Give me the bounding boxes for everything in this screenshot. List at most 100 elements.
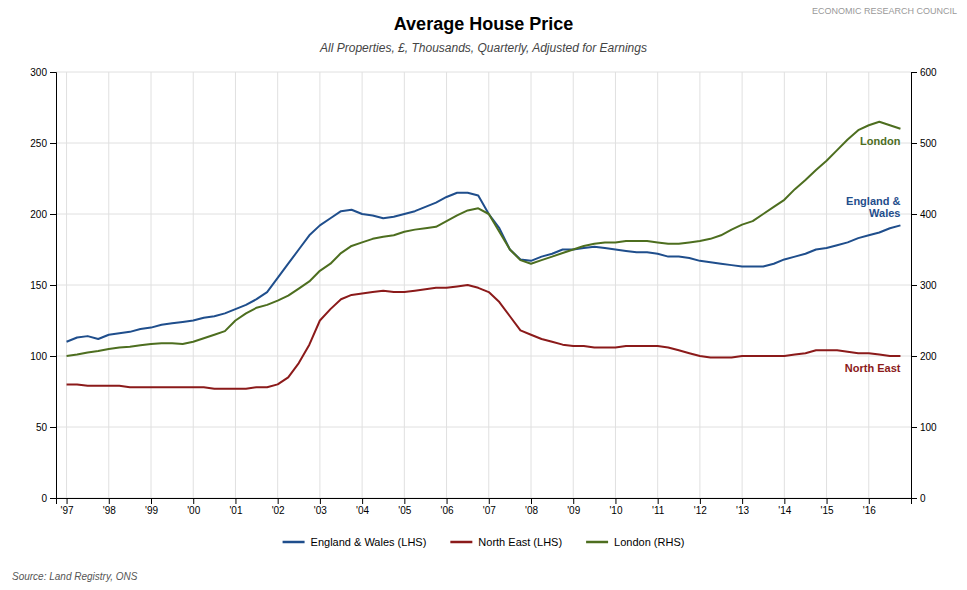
grid-line-y <box>56 427 911 428</box>
grid-line-x <box>573 72 574 498</box>
x-tick-label: '12 <box>694 505 707 516</box>
x-tick-label: '09 <box>567 505 580 516</box>
grid-line-y <box>56 143 911 144</box>
y2-tick-mark <box>911 498 917 499</box>
series-line <box>67 193 901 342</box>
x-tick: '11 <box>652 498 665 516</box>
y-tick-label: 50 <box>36 422 48 433</box>
x-tick-mark <box>278 498 279 504</box>
x-tick-label: '03 <box>314 505 327 516</box>
y2-tick: 200 <box>911 351 937 362</box>
x-tick: '06 <box>441 498 454 516</box>
annotation: North East <box>845 362 901 374</box>
grid-line-x <box>235 72 236 498</box>
x-tick-label: '00 <box>187 505 200 516</box>
x-tick-mark <box>109 498 110 504</box>
x-tick: '16 <box>863 498 876 516</box>
y2-tick-mark <box>911 356 917 357</box>
grid-line-x <box>615 72 616 498</box>
legend-label: London (RHS) <box>614 536 684 548</box>
y2-tick: 600 <box>911 67 937 78</box>
grid-line-y <box>56 72 911 73</box>
y2-tick: 100 <box>911 422 937 433</box>
x-tick-mark <box>67 498 68 504</box>
grid-line-x <box>699 72 700 498</box>
x-tick-mark <box>784 498 785 504</box>
x-tick: '01 <box>229 498 242 516</box>
x-tick-label: '06 <box>441 505 454 516</box>
x-tick-mark <box>320 498 321 504</box>
y2-tick-label: 400 <box>920 209 937 220</box>
annotation-line: Wales <box>869 207 900 219</box>
y-tick-mark <box>50 356 56 357</box>
y2-tick-mark <box>911 214 917 215</box>
x-tick: '08 <box>525 498 538 516</box>
x-tick-mark <box>447 498 448 504</box>
x-tick-mark <box>151 498 152 504</box>
grid-line-x <box>193 72 194 498</box>
x-tick: '09 <box>567 498 580 516</box>
x-tick: '10 <box>609 498 622 516</box>
y2-tick-label: 500 <box>920 138 937 149</box>
series-line <box>67 122 901 356</box>
plot-area <box>67 122 901 389</box>
x-tick: '00 <box>187 498 200 516</box>
x-tick: '97 <box>61 498 74 516</box>
x-tick-label: '10 <box>609 505 622 516</box>
y2-tick: 500 <box>911 138 937 149</box>
y2-tick-mark <box>911 72 917 73</box>
y-tick-label: 200 <box>30 209 47 220</box>
x-tick-mark <box>193 498 194 504</box>
x-tick: '05 <box>398 498 411 516</box>
x-tick: '15 <box>821 498 834 516</box>
x-tick-mark <box>827 498 828 504</box>
x-tick: '03 <box>314 498 327 516</box>
grid-line-x <box>319 72 320 498</box>
x-tick-label: '99 <box>145 505 158 516</box>
y-tick-label: 0 <box>41 493 47 504</box>
annotation-line: London <box>860 135 901 147</box>
y2-tick-label: 600 <box>920 67 937 78</box>
grid-line-x <box>446 72 447 498</box>
x-tick-label: '05 <box>398 505 411 516</box>
x-tick-label: '04 <box>356 505 369 516</box>
grid <box>56 72 911 498</box>
y-tick: 300 <box>30 67 56 78</box>
x-tick-mark <box>869 498 870 504</box>
x-tick: '14 <box>778 498 791 516</box>
x-tick-label: '16 <box>863 505 876 516</box>
series-line <box>67 285 901 389</box>
grid-line-x <box>108 72 109 498</box>
x-axis-line <box>57 499 912 505</box>
y2-tick: 300 <box>911 280 937 291</box>
y-tick: 250 <box>30 138 56 149</box>
y-tick-mark <box>50 427 56 428</box>
y-tick: 50 <box>36 422 56 433</box>
x-axis: '97'98'99'00'01'02'03'04'05'06'07'08'09'… <box>57 498 912 516</box>
x-tick-label: '14 <box>778 505 791 516</box>
annotation-line: England & <box>846 195 900 207</box>
subtitle: All Properties, £, Thousands, Quarterly,… <box>319 41 647 55</box>
x-tick-mark <box>404 498 405 504</box>
y2-tick-label: 300 <box>920 280 937 291</box>
watermark: ECONOMIC RESEARCH COUNCIL <box>812 6 957 16</box>
x-tick-mark <box>489 498 490 504</box>
y-tick-label: 150 <box>30 280 47 291</box>
y-tick-mark <box>50 285 56 286</box>
legend-swatch <box>586 541 608 544</box>
y-tick: 150 <box>30 280 56 291</box>
y-tick: 100 <box>30 351 56 362</box>
title: Average House Price <box>394 14 573 34</box>
grid-line-x <box>784 72 785 498</box>
source: Source: Land Registry, ONS <box>12 571 138 582</box>
x-tick-mark <box>235 498 236 504</box>
grid-line-x <box>488 72 489 498</box>
y-tick-mark <box>50 214 56 215</box>
y2-tick-label: 200 <box>920 351 937 362</box>
x-tick-mark <box>615 498 616 504</box>
y2-tick-label: 0 <box>920 493 926 504</box>
grid-line-x <box>826 72 827 498</box>
annotation: London <box>860 135 901 147</box>
x-tick-label: '13 <box>736 505 749 516</box>
legend-swatch <box>283 541 305 544</box>
